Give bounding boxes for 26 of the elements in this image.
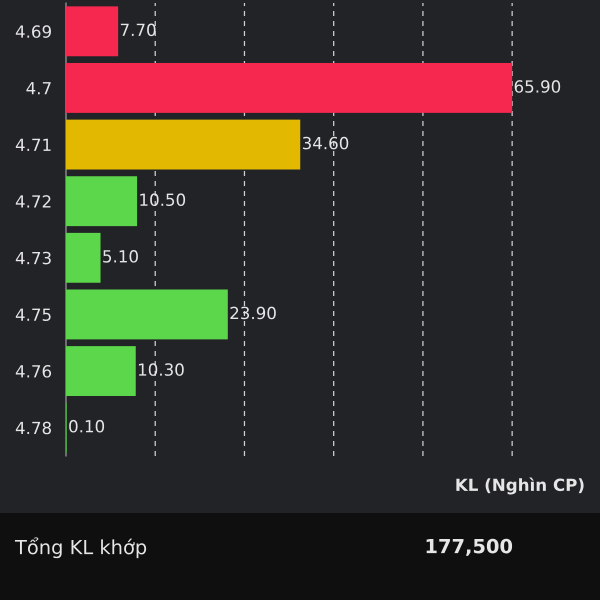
y-tick-label: 4.76 bbox=[16, 365, 52, 378]
data-label: 5.10 bbox=[103, 250, 138, 263]
bar bbox=[66, 290, 228, 340]
data-label: 10.30 bbox=[138, 363, 184, 376]
data-label: 23.90 bbox=[230, 306, 276, 320]
data-label: 10.50 bbox=[140, 193, 186, 206]
data-label: 0.10 bbox=[69, 420, 104, 433]
bar bbox=[66, 63, 512, 113]
bar bbox=[66, 120, 300, 170]
y-tick-label: 4.73 bbox=[16, 252, 51, 264]
data-label: 34.60 bbox=[302, 136, 348, 150]
y-tick-label: 4.78 bbox=[16, 422, 51, 434]
text: Tổng KL khớp bbox=[14, 537, 146, 558]
y-tick-label: 4.7 bbox=[26, 82, 51, 94]
text: 177,500 bbox=[426, 538, 512, 556]
data-label: 65.90 bbox=[514, 80, 560, 93]
y-tick-label: 4.72 bbox=[16, 195, 50, 208]
y-tick-label: 4.69 bbox=[16, 25, 51, 38]
y-tick-label: 4.71 bbox=[16, 138, 51, 151]
x-axis-title: KL (Nghìn CP) bbox=[456, 478, 584, 494]
bar bbox=[66, 232, 101, 283]
y-tick-label: 4.75 bbox=[16, 308, 51, 322]
bar bbox=[66, 6, 118, 56]
bar bbox=[66, 176, 138, 226]
bar bbox=[66, 346, 136, 396]
data-label: 7.70 bbox=[120, 24, 156, 36]
